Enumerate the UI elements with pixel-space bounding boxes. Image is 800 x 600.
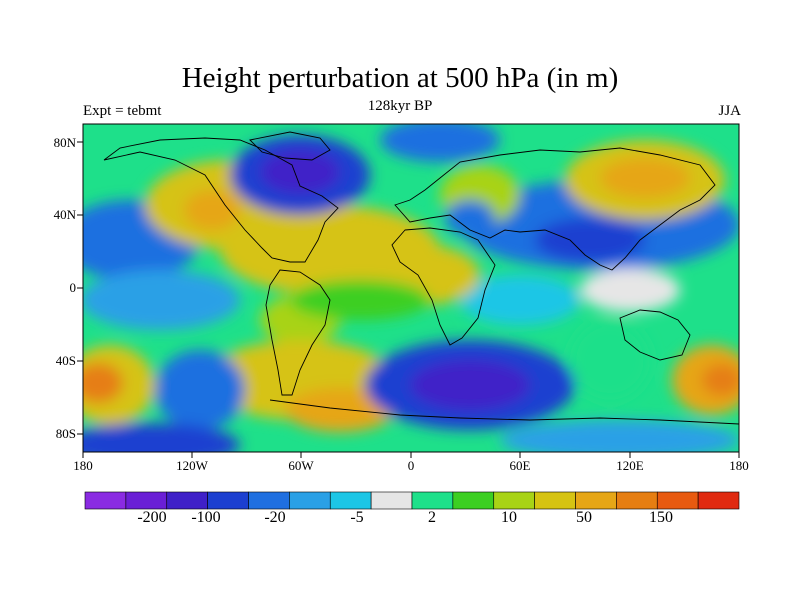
colorbar-label: -20	[264, 509, 286, 526]
lon-label-60w: 60W	[288, 458, 314, 473]
lat-label-40s: 40S	[55, 353, 76, 368]
colorbar-swatch	[166, 491, 208, 510]
period-label: 128kyr BP	[367, 98, 433, 114]
axis-ticks	[77, 141, 740, 458]
colorbar-swatch	[84, 491, 127, 510]
colorbar-swatch	[289, 491, 331, 510]
colorbar-swatch	[575, 491, 617, 510]
colorbar-swatch	[452, 491, 495, 510]
experiment-label: Expt = tebmt	[83, 103, 162, 119]
season-label: JJA	[718, 103, 741, 119]
lon-label-60e: 60E	[509, 458, 531, 473]
height-perturbation-field	[83, 124, 739, 452]
colorbar-label: 2	[428, 509, 436, 526]
colorbar-swatch	[329, 491, 372, 510]
lon-label-120e: 120E	[616, 458, 644, 473]
lon-label-180w: 180	[73, 458, 93, 473]
colorbar-swatch	[370, 491, 413, 510]
colorbar-swatch	[411, 491, 454, 510]
colorbar-swatch	[207, 491, 249, 510]
colorbar-swatch	[616, 491, 658, 510]
colorbar-swatch	[534, 491, 576, 510]
colorbar	[84, 491, 740, 510]
colorbar-swatch	[125, 491, 168, 510]
colorbar-label: -200	[137, 509, 167, 526]
colorbar-swatch	[697, 491, 740, 510]
lat-label-80s: 80S	[55, 426, 76, 441]
lon-label-120w: 120W	[176, 458, 208, 473]
colorbar-label: 10	[501, 509, 517, 526]
coastlines	[103, 131, 739, 425]
colorbar-label: 50	[576, 509, 592, 526]
lat-label-eq: 0	[69, 280, 77, 295]
lon-label-0: 0	[407, 458, 415, 473]
lat-label-80n: 80N	[53, 135, 76, 150]
colorbar-swatch	[493, 491, 535, 510]
lon-label-180e: 180	[729, 458, 749, 473]
colorbar-label: -5	[350, 509, 364, 526]
colorbar-swatch	[248, 491, 290, 510]
colorbar-label: 150	[649, 509, 673, 526]
map-title: Height perturbation at 500 hPa (in m)	[181, 62, 619, 94]
colorbar-label: -100	[191, 509, 221, 526]
lat-label-40n: 40N	[53, 207, 76, 222]
colorbar-swatch	[656, 491, 699, 510]
